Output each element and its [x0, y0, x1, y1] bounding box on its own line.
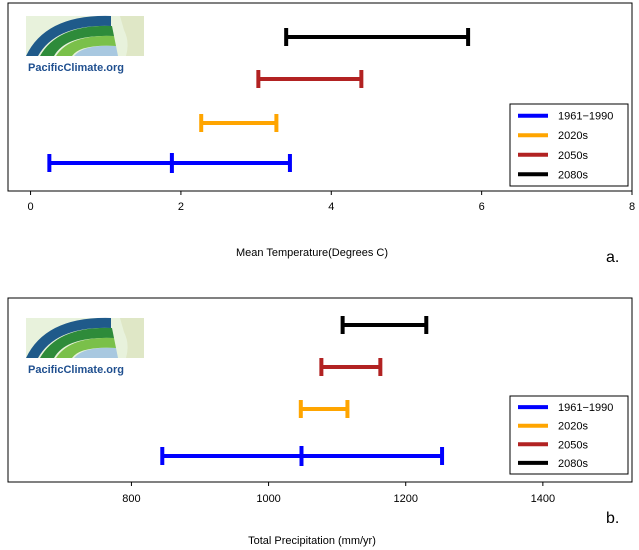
logo-1: PacificClimate.org — [26, 317, 144, 376]
plot-frame — [7, 2, 633, 192]
x-axis-label: Mean Temperature(Degrees C) — [236, 247, 388, 259]
x-tick-label: 800 — [122, 493, 140, 505]
logo-text: PacificClimate.org — [28, 364, 124, 376]
legend-label: 2080s — [558, 458, 588, 470]
x-tick-label: 1200 — [393, 493, 417, 505]
panel-label: b. — [606, 510, 619, 527]
x-tick-label: 1000 — [256, 493, 280, 505]
legend-label: 1961−1990 — [558, 111, 613, 123]
logo-wave — [26, 317, 111, 358]
logo-wave — [56, 35, 116, 56]
logo-land — [120, 16, 144, 56]
legend-label: 2050s — [558, 439, 588, 451]
logo-0: PacificClimate.org — [26, 15, 144, 74]
logo-land — [120, 318, 144, 358]
x-tick-label: 6 — [479, 201, 485, 213]
legend-label: 1961−1990 — [558, 402, 613, 414]
panel-label: a. — [606, 249, 619, 266]
x-tick-label: 1400 — [531, 493, 555, 505]
x-axis-label: Total Precipitation (mm/yr) — [248, 535, 376, 547]
legend-label: 2080s — [558, 169, 588, 181]
logo-wave — [74, 45, 118, 56]
legend-label: 2020s — [558, 421, 588, 433]
logo-wave — [74, 347, 118, 358]
legend-label: 2020s — [558, 130, 588, 142]
logo-wave — [26, 15, 111, 56]
x-tick-label: 4 — [328, 201, 334, 213]
x-tick-label: 2 — [178, 201, 184, 213]
logo-text: PacificClimate.org — [28, 62, 124, 74]
x-tick-label: 8 — [629, 201, 635, 213]
plot-frame — [7, 297, 633, 483]
x-tick-label: 0 — [27, 201, 33, 213]
logo-wave — [40, 327, 114, 358]
logo-wave — [56, 337, 116, 358]
logo-wave — [40, 25, 114, 56]
legend-label: 2050s — [558, 150, 588, 162]
